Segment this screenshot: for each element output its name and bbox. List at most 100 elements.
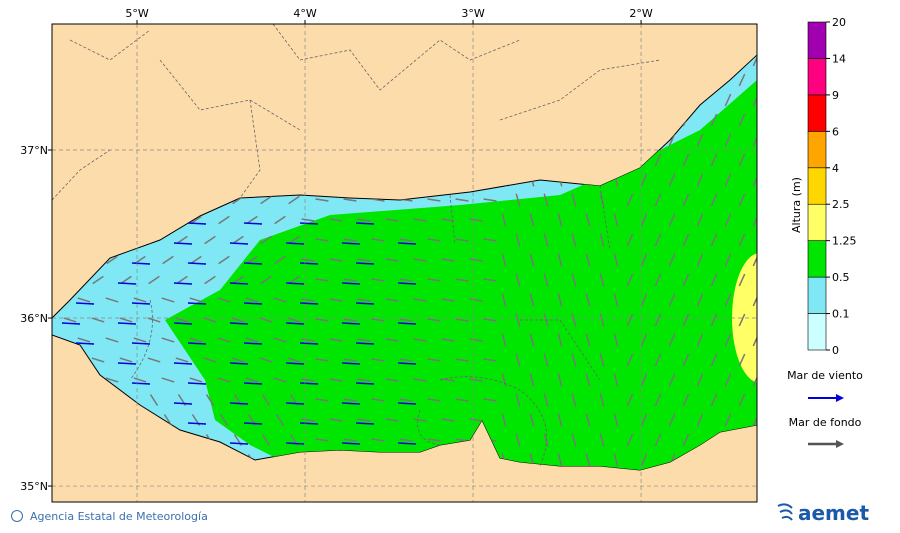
arrow bbox=[529, 333, 535, 347]
arrow-shaft bbox=[515, 233, 521, 247]
arrow bbox=[427, 198, 441, 202]
arrow-shaft bbox=[738, 73, 746, 87]
arrow-shaft bbox=[175, 357, 189, 363]
arrow-shaft bbox=[501, 253, 507, 267]
arrow bbox=[529, 253, 535, 267]
arrow bbox=[385, 418, 399, 422]
arrow-shaft bbox=[173, 242, 193, 245]
arrow-shaft bbox=[469, 258, 483, 262]
arrow-shaft bbox=[343, 358, 357, 362]
arrow bbox=[341, 358, 361, 365]
arrow-shaft bbox=[752, 133, 757, 147]
arrow-shaft bbox=[229, 322, 249, 325]
arrow-shaft bbox=[274, 255, 286, 265]
arrow-shaft bbox=[243, 302, 263, 305]
arrow bbox=[543, 193, 549, 207]
arrow-shaft bbox=[640, 333, 648, 347]
arrow-shaft bbox=[217, 297, 231, 303]
arrow-shaft bbox=[515, 313, 521, 327]
arrow-shaft bbox=[696, 253, 704, 267]
arrow-shaft bbox=[515, 193, 521, 207]
arrow-shaft bbox=[329, 258, 343, 262]
arrow bbox=[285, 434, 305, 446]
arrow-shaft bbox=[117, 282, 137, 285]
arrow bbox=[288, 195, 300, 205]
arrow bbox=[274, 255, 286, 265]
arrow bbox=[371, 398, 385, 402]
arrow-shaft bbox=[585, 253, 591, 267]
arrow-shaft bbox=[529, 413, 535, 427]
arrow-shaft bbox=[626, 353, 634, 367]
arrow-shaft bbox=[696, 333, 704, 347]
arrow-shaft bbox=[413, 218, 427, 222]
arrow bbox=[599, 353, 605, 367]
arrow bbox=[483, 358, 497, 362]
arrow-shaft bbox=[640, 173, 648, 187]
arrow-shaft bbox=[385, 378, 399, 382]
arrow bbox=[571, 393, 577, 407]
arrow-shaft bbox=[413, 298, 427, 302]
arrow-shaft bbox=[543, 353, 549, 367]
arrow bbox=[599, 233, 605, 247]
arrow-shaft bbox=[371, 198, 385, 202]
colorbar-segment bbox=[807, 203, 827, 241]
wave-zone-high bbox=[732, 253, 757, 383]
arrow-shaft bbox=[668, 373, 676, 387]
arrow bbox=[204, 235, 216, 245]
arrow-shaft bbox=[752, 373, 757, 387]
arrow-shaft bbox=[133, 297, 147, 303]
arrow bbox=[696, 293, 704, 307]
arrow-shaft bbox=[385, 258, 399, 262]
arrow-shaft bbox=[399, 438, 413, 442]
arrow bbox=[696, 253, 704, 267]
arrow-shaft bbox=[301, 218, 315, 222]
arrow bbox=[299, 218, 319, 225]
arrow-shaft bbox=[483, 278, 497, 282]
arrow bbox=[543, 393, 549, 407]
arrow bbox=[654, 353, 662, 367]
arrow bbox=[738, 153, 746, 167]
arrow bbox=[441, 418, 455, 422]
arrow-shaft bbox=[315, 198, 329, 202]
arrow bbox=[654, 393, 662, 407]
credit: Agencia Estatal de Meteorología bbox=[30, 510, 208, 523]
arrow bbox=[397, 318, 417, 325]
arrow bbox=[501, 213, 507, 227]
arrow-shaft bbox=[585, 413, 591, 427]
arrow bbox=[752, 55, 757, 67]
arrow-shaft bbox=[261, 434, 271, 446]
arrow bbox=[483, 278, 497, 282]
arrow-shaft bbox=[599, 313, 605, 327]
arrow-shaft bbox=[147, 357, 161, 363]
colorbar-title: Altura (m) bbox=[790, 177, 803, 233]
arrow bbox=[273, 377, 287, 383]
arrow bbox=[229, 394, 249, 406]
arrow bbox=[161, 377, 175, 383]
arrow bbox=[173, 357, 193, 365]
arrow-shaft bbox=[246, 215, 258, 225]
arrow-shaft bbox=[397, 402, 417, 405]
arrow-shaft bbox=[668, 413, 676, 427]
arrow-shaft bbox=[413, 258, 427, 262]
arrow-shaft bbox=[288, 275, 300, 285]
arrow-shaft bbox=[654, 353, 662, 367]
arrow bbox=[371, 318, 385, 322]
arrow-shaft bbox=[371, 278, 385, 282]
arrow bbox=[626, 233, 634, 247]
arrow bbox=[413, 298, 427, 302]
arrow bbox=[571, 273, 577, 287]
arrow-shaft bbox=[243, 422, 263, 425]
arrow-shaft bbox=[273, 297, 287, 303]
arrow bbox=[640, 293, 648, 307]
arrow bbox=[341, 278, 361, 285]
arrow bbox=[397, 278, 417, 285]
colorbar-segment bbox=[807, 240, 827, 278]
arrow bbox=[501, 413, 507, 427]
arrow-shaft bbox=[599, 273, 605, 287]
map-frame bbox=[51, 23, 758, 503]
arrow bbox=[469, 338, 483, 342]
arrow bbox=[557, 413, 563, 427]
arrow-shaft bbox=[343, 398, 357, 402]
arrow-shaft bbox=[260, 195, 272, 205]
